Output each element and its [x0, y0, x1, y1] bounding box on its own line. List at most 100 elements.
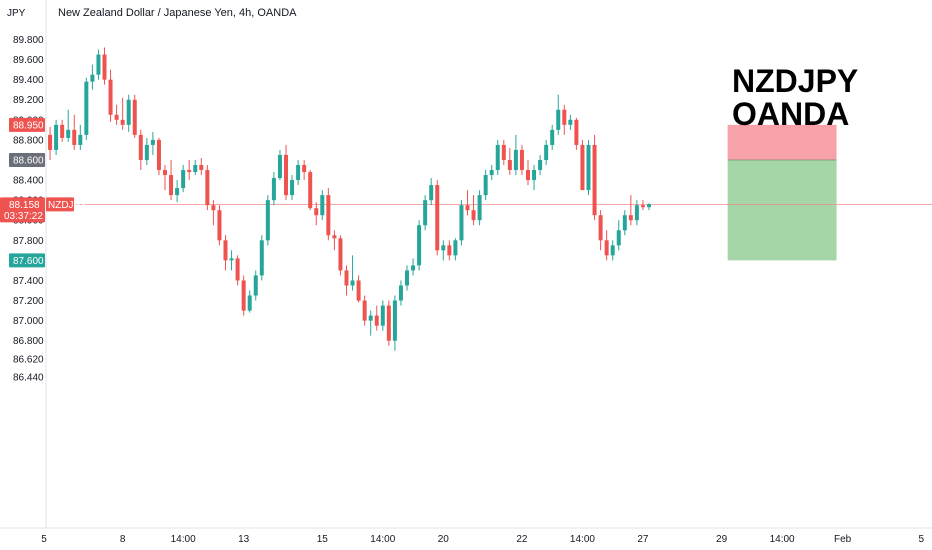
chart-title: New Zealand Dollar / Japanese Yen, 4h, O…	[58, 7, 297, 19]
candle-body	[326, 195, 331, 236]
candle	[598, 210, 603, 251]
candle	[435, 180, 440, 256]
candle-body	[610, 245, 615, 256]
position-tool[interactable]	[727, 124, 837, 261]
candle	[453, 238, 458, 261]
candle	[66, 109, 71, 142]
candle-body	[628, 215, 633, 221]
candle-body	[211, 205, 216, 211]
candle	[265, 195, 270, 246]
price-tag-box	[9, 117, 45, 132]
price-tick-label: 86.440	[13, 372, 44, 383]
candle	[199, 157, 204, 176]
candle-body	[592, 144, 597, 216]
candle-body	[350, 280, 355, 286]
time-tick-label: 14:00	[370, 534, 395, 545]
candle-body	[344, 270, 349, 286]
candle-body	[459, 205, 464, 241]
candle-body	[181, 170, 186, 189]
candle-body	[532, 170, 537, 181]
candle	[302, 159, 307, 181]
candle-body	[550, 129, 555, 145]
candle-body	[526, 170, 530, 181]
current-price-box	[0, 197, 45, 223]
candle-body	[169, 175, 174, 196]
candle-body	[259, 240, 264, 276]
time-tick-label: 29	[716, 534, 728, 545]
candle	[90, 64, 95, 90]
candle-body	[574, 119, 579, 145]
candle-body	[78, 134, 83, 145]
candle-body	[114, 114, 119, 120]
candle-body	[495, 144, 500, 171]
candle	[647, 203, 651, 211]
time-axis[interactable]: 5 8 14:00 13 15 14:00 20 22 14:00 27 29 14:00 Feb 5	[41, 534, 924, 545]
candle-body	[616, 230, 621, 246]
candle-body	[580, 144, 585, 191]
candle-body	[362, 300, 367, 321]
candle	[513, 134, 518, 176]
candle-body	[60, 124, 65, 138]
candle	[229, 250, 234, 271]
time-tick-label: 13	[238, 534, 250, 545]
time-tick-label: 20	[438, 534, 450, 545]
candle	[350, 255, 355, 291]
candle-body	[217, 210, 222, 241]
candle-body	[544, 144, 549, 160]
candle	[616, 220, 621, 251]
candle	[429, 178, 434, 206]
candle	[538, 154, 543, 176]
candle-body	[477, 195, 482, 221]
candle	[102, 47, 107, 85]
candle-body	[417, 225, 422, 266]
currency-label: JPY	[7, 8, 26, 19]
candle-body	[199, 165, 204, 171]
candle-body	[96, 54, 101, 75]
candle	[374, 305, 379, 331]
candle	[441, 240, 446, 261]
time-tick-label: 5	[41, 534, 47, 545]
candle-body	[471, 210, 476, 221]
time-tick-label: 14:00	[570, 534, 595, 545]
candle-body	[290, 180, 295, 196]
candle	[96, 49, 101, 80]
candle-body	[411, 265, 416, 271]
candle-body	[175, 188, 180, 196]
candle	[138, 129, 143, 171]
candle	[356, 275, 361, 303]
candle	[550, 124, 555, 150]
candle-body	[405, 270, 409, 286]
candle-body	[562, 109, 567, 125]
candle-body	[556, 109, 561, 130]
price-tick-label: 89.600	[13, 55, 44, 66]
candle-body	[84, 81, 89, 135]
candle	[332, 230, 337, 251]
countdown-label: 03:37:22	[4, 211, 43, 222]
candle-body	[138, 134, 143, 160]
candle-body	[296, 165, 301, 181]
candle-body	[640, 205, 645, 208]
time-tick-label: 15	[317, 534, 329, 545]
candle-body	[374, 315, 379, 326]
candle-body	[392, 300, 397, 341]
candle	[423, 195, 428, 231]
candle	[477, 190, 482, 226]
time-tick-label: 14:00	[770, 534, 795, 545]
candle-body	[368, 315, 373, 321]
candle	[562, 104, 567, 135]
candle-body	[513, 149, 518, 171]
candle-body	[489, 170, 494, 176]
candle-body	[48, 134, 53, 150]
candle	[398, 280, 403, 306]
candle	[386, 300, 391, 346]
candle	[114, 104, 119, 125]
candle	[235, 255, 240, 286]
candle	[622, 210, 627, 236]
candle-body	[429, 185, 434, 201]
candle	[163, 165, 167, 191]
plot-area[interactable]	[42, 47, 932, 351]
candle-body	[380, 305, 385, 326]
